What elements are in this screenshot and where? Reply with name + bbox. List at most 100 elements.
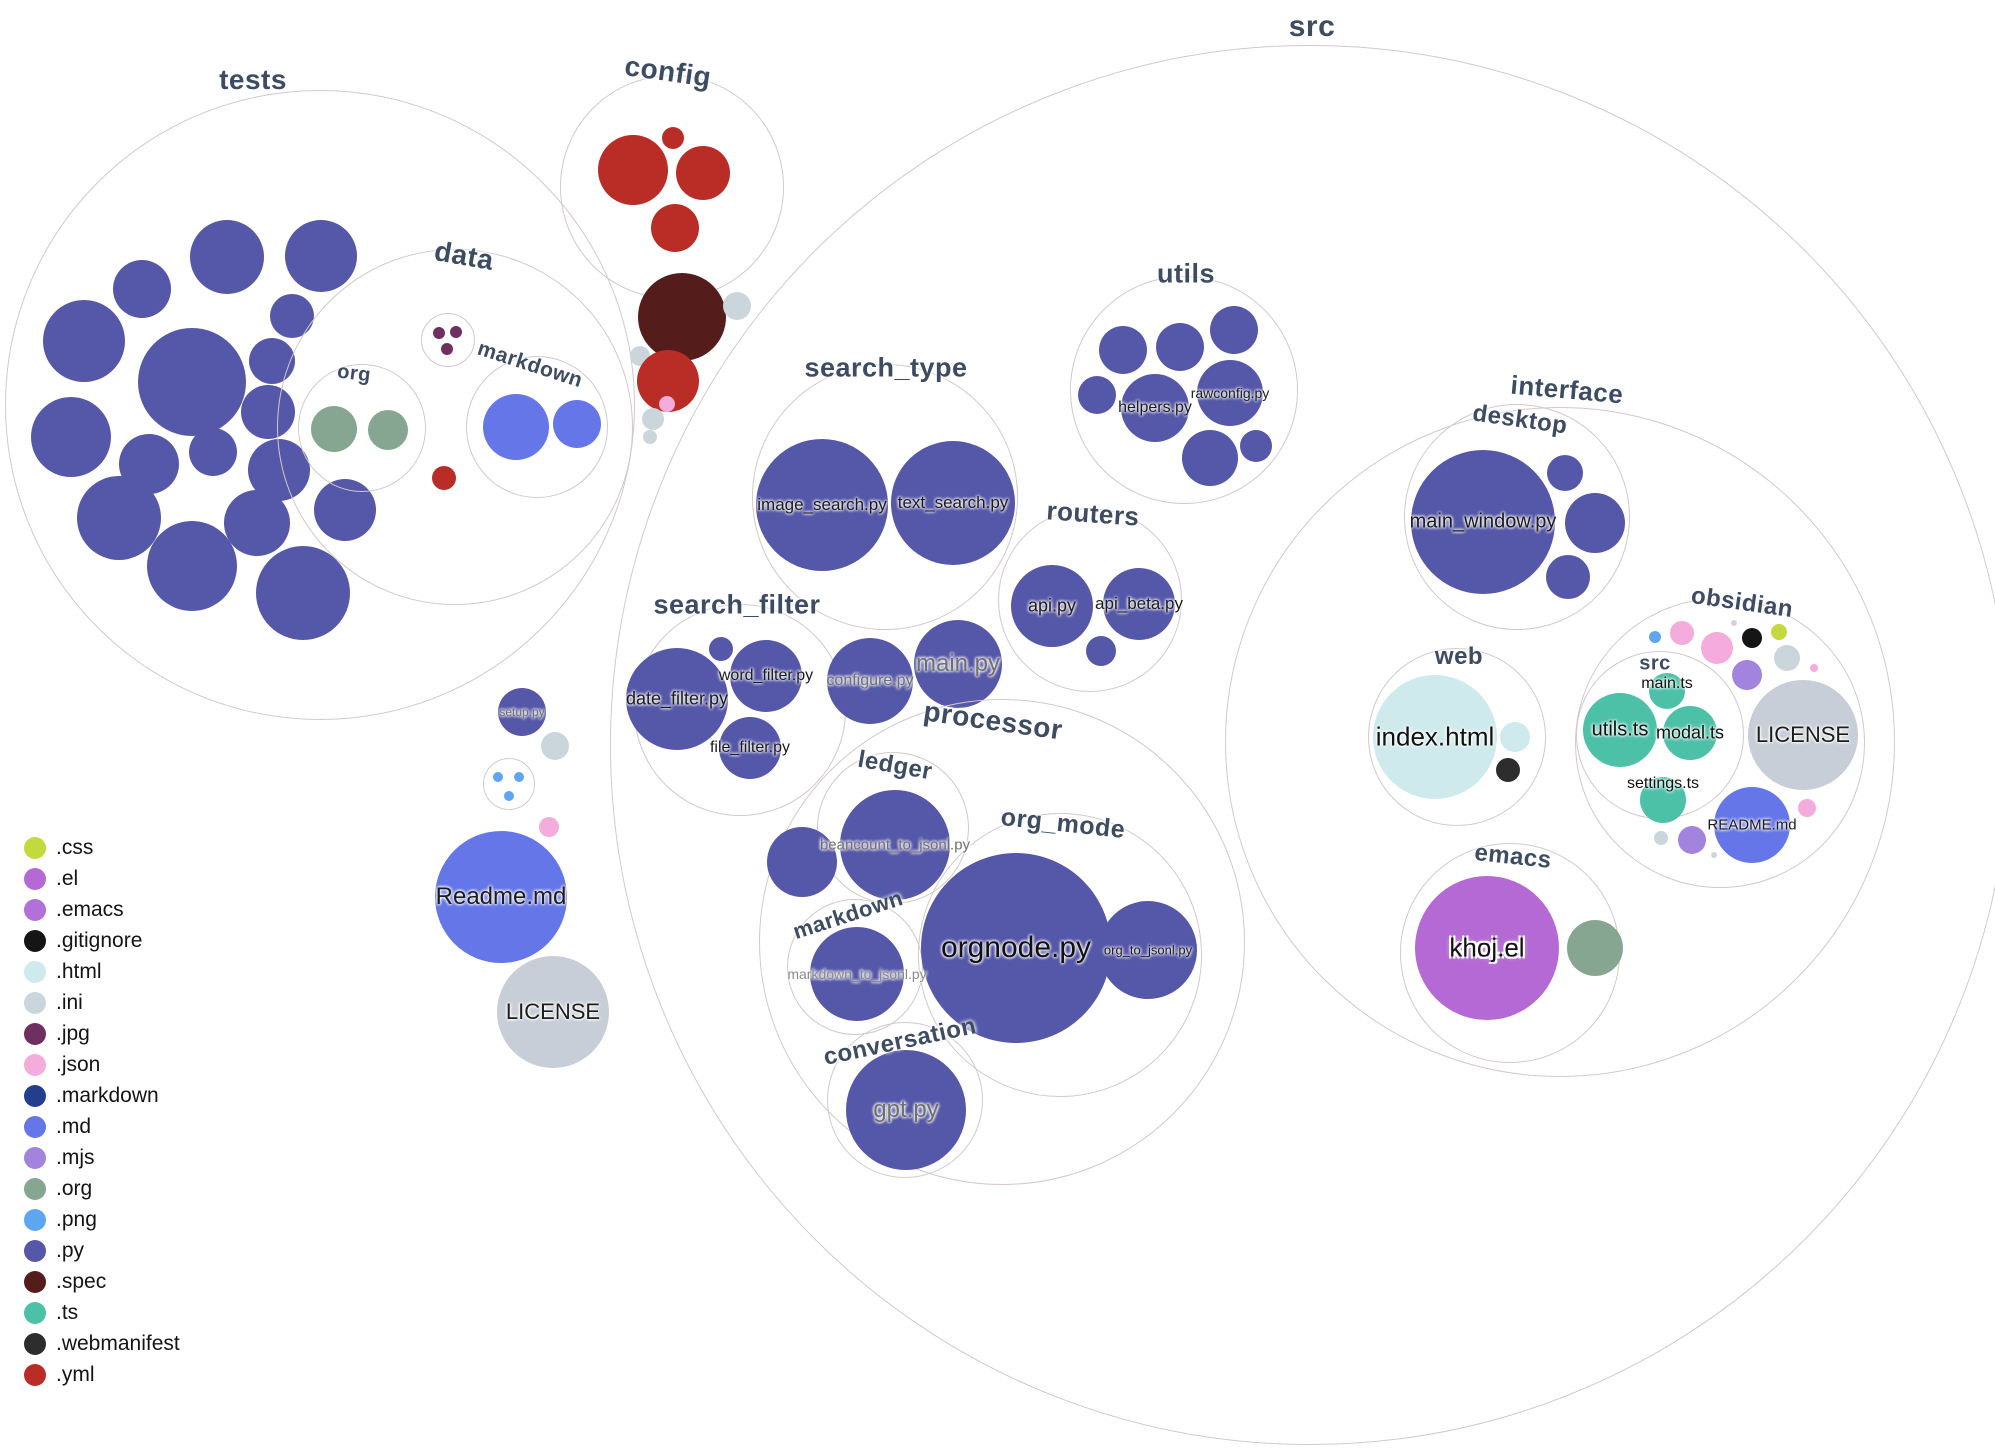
file-setup-py-circle — [498, 688, 546, 736]
legend-dot-org — [24, 1177, 46, 1200]
file-py-circle — [709, 637, 733, 661]
file-rawconfig-py-circle — [1197, 360, 1263, 426]
folder-markdown-circle — [466, 356, 608, 498]
file-yml-circle — [662, 127, 684, 149]
folder-src-label: src — [1639, 652, 1671, 675]
folder-desktop-circle — [1404, 404, 1630, 630]
file-modal-ts-circle — [1663, 706, 1717, 760]
folder-jpg-cluster-circle — [421, 313, 475, 367]
file-text-search-py-circle — [891, 441, 1015, 565]
file-settings-ts-label: settings.ts — [1626, 775, 1700, 792]
file-py-circle — [43, 300, 125, 382]
file-ini-circle — [1654, 831, 1668, 845]
file-json-circle — [1701, 632, 1733, 664]
legend-dot-jpg — [24, 1022, 46, 1045]
file-jpg-circle — [441, 343, 453, 355]
file-py-circle — [31, 397, 111, 477]
file-settings-ts-circle — [1640, 777, 1686, 823]
file-py-circle — [1156, 323, 1204, 371]
file-readme-md-label: Readme.md — [435, 883, 567, 910]
file-py-circle — [147, 521, 237, 611]
file-image-search-py-label: image_search.py — [757, 495, 887, 514]
folder-png-cluster-circle — [483, 758, 535, 810]
folder-org-mode-circle — [918, 813, 1202, 1097]
file-org-to-jsonl-py-circle — [1099, 901, 1197, 999]
file-py-circle — [1182, 430, 1238, 486]
file-mjs-circle — [1678, 826, 1706, 854]
file-py-circle — [767, 827, 837, 897]
file-py-circle — [256, 546, 350, 640]
file-api-beta-py-label: api_beta.py — [1095, 594, 1183, 613]
file-date-filter-py-circle — [626, 648, 728, 750]
folder-ledger-circle — [817, 752, 969, 904]
file-file-filter-py-label: file_filter.py — [709, 739, 791, 756]
file-yml-circle — [651, 204, 699, 252]
legend-dot-el — [24, 867, 46, 890]
legend-label-json: .json — [56, 1052, 101, 1076]
legend-dot-mjs — [24, 1146, 46, 1169]
file-py-circle — [285, 220, 357, 292]
file-image-search-py-circle — [756, 439, 888, 571]
legend-label-mjs: .mjs — [56, 1145, 95, 1169]
legend-dot-png — [24, 1208, 46, 1231]
file-png-circle — [514, 772, 524, 782]
file-png-circle — [493, 772, 503, 782]
file-word-filter-py-circle — [730, 640, 802, 712]
file-setup-py-label: setup.py — [499, 705, 545, 719]
file-py-circle — [224, 490, 290, 556]
file-yml-circle — [432, 466, 456, 490]
folder-obsidian-circle — [1575, 598, 1865, 888]
folder-processor-circle — [759, 699, 1245, 1185]
file-ini-circle — [1711, 852, 1717, 858]
file-png-circle — [504, 791, 514, 801]
file-orgnode-py-circle — [921, 853, 1111, 1043]
legend-dot-yml — [24, 1363, 46, 1386]
legend-dot-json — [24, 1053, 46, 1076]
legend-label-webmanifest: .webmanifest — [56, 1331, 180, 1355]
file-license-label: LICENSE — [1755, 722, 1851, 747]
file-license-circle — [497, 956, 609, 1068]
legend-dot-ts — [24, 1301, 46, 1324]
file-webmanifest-circle — [1496, 758, 1520, 782]
legend-dot-markdown — [24, 1084, 46, 1107]
file-py-circle — [190, 220, 264, 294]
file-utils-ts-circle — [1583, 693, 1657, 767]
folder-interface-circle — [1225, 407, 1895, 1077]
file-readme-md-circle — [435, 831, 567, 963]
file-api-py-circle — [1011, 565, 1093, 647]
legend-dot-webmanifest — [24, 1332, 46, 1355]
folder-src-circle — [610, 45, 1995, 1445]
file-json-circle — [659, 396, 675, 412]
file-mjs-circle — [1732, 660, 1762, 690]
folder-tests-circle — [5, 90, 635, 720]
file-json-circle — [1670, 621, 1694, 645]
file-beancount-to-jsonl-py-label: beancount_to_jsonl.py — [819, 836, 971, 854]
folder-data-circle — [277, 249, 633, 605]
file-ini-circle — [642, 408, 664, 430]
file-main-ts-label: main.ts — [1641, 675, 1693, 692]
legend-label-gitignore: .gitignore — [56, 928, 143, 952]
file-main-window-py-circle — [1411, 450, 1555, 594]
folder-utils-circle — [1070, 276, 1298, 504]
legend-item-markdown: .markdown — [24, 1080, 180, 1111]
file-org-circle — [1567, 920, 1623, 976]
file-py-circle — [1240, 430, 1272, 462]
legend-label-org: .org — [56, 1176, 93, 1200]
file-modal-ts-label: modal.ts — [1655, 722, 1725, 743]
file-org-circle — [311, 406, 357, 452]
file-css-circle — [1771, 624, 1787, 640]
legend-label-png: .png — [56, 1207, 97, 1231]
legend-label-yml: .yml — [56, 1362, 95, 1386]
file-main-py-circle — [914, 620, 1002, 708]
file-py-circle — [138, 328, 246, 436]
file-main-ts-circle — [1649, 673, 1685, 709]
folder-conversation-circle — [827, 1022, 983, 1178]
file-spec-circle — [638, 273, 726, 361]
legend-dot-py — [24, 1239, 46, 1262]
legend-label-ts: .ts — [56, 1300, 79, 1324]
folder-web-circle — [1368, 648, 1546, 826]
legend-label-ini: .ini — [56, 990, 83, 1014]
legend-item-ts: .ts — [24, 1297, 180, 1328]
file-ini-circle — [541, 732, 569, 760]
